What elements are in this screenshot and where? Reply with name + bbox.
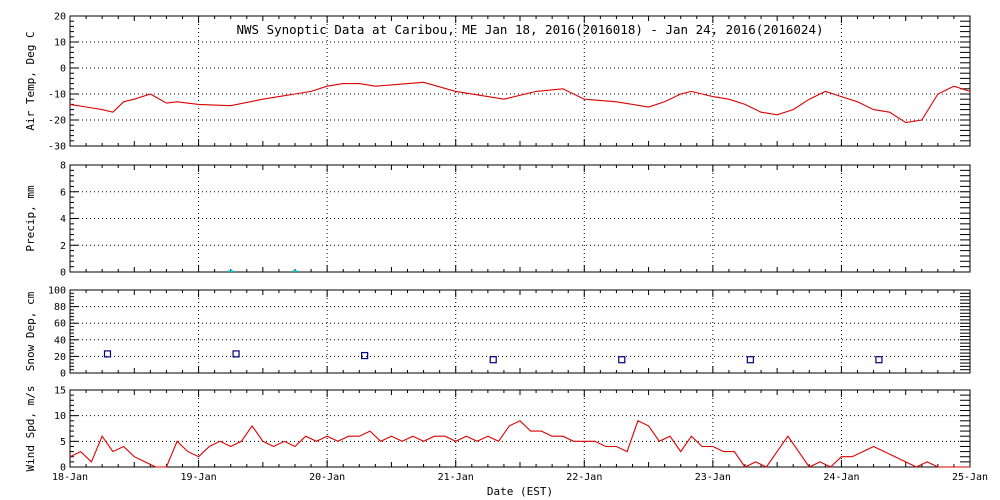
y-tick-label: 2 — [60, 241, 66, 252]
x-tick-label: 24-Jan — [823, 472, 859, 483]
snow-depth-point — [489, 356, 497, 364]
y-tick-label: 0 — [60, 463, 66, 474]
y-axis-title: Precip, mm — [24, 185, 37, 252]
snow-depth-point — [875, 356, 883, 364]
panel-frame — [69, 289, 971, 374]
precip-bar — [227, 270, 234, 272]
y-tick-label: 10 — [54, 38, 66, 49]
y-tick-label: 4 — [60, 214, 66, 225]
x-tick-label: 19-Jan — [181, 472, 217, 483]
x-tick-label: 23-Jan — [695, 472, 731, 483]
y-tick-label: -10 — [48, 90, 66, 101]
x-tick-label: 18-Jan — [52, 472, 88, 483]
panel-snow: 100 80 60 40 20 0 Snow Dep, cm — [24, 286, 971, 380]
y-tick-label: 15 — [54, 386, 66, 397]
y-tick-label: 0 — [60, 369, 66, 380]
y-axis-title: Snow Dep, cm — [24, 291, 37, 371]
y-tick-label: 0 — [60, 64, 66, 75]
x-tick-label: 25-Jan — [952, 472, 988, 483]
y-tick-label: 10 — [54, 411, 66, 422]
y-tick-label: 80 — [54, 302, 66, 313]
y-tick-label: 60 — [54, 319, 66, 330]
panel-wind: 15 10 5 0 Wind Spd, m/s — [24, 385, 971, 474]
x-axis-title: Date (EST) — [487, 485, 553, 498]
x-tick-label: 22-Jan — [566, 472, 602, 483]
y-tick-label: 8 — [60, 161, 66, 172]
x-tick-label: 20-Jan — [309, 472, 345, 483]
y-tick-label: 40 — [54, 335, 66, 346]
panel-frame — [69, 389, 971, 468]
y-tick-label: 100 — [48, 286, 66, 297]
y-tick-label: -30 — [48, 142, 66, 153]
x-tick-label: 21-Jan — [438, 472, 474, 483]
wind-speed-line — [69, 420, 970, 468]
snow-depth-point — [746, 356, 754, 364]
y-tick-label: 20 — [54, 352, 66, 363]
precip-bar — [292, 270, 298, 272]
snow-depth-point — [618, 356, 626, 364]
y-tick-label: 5 — [60, 437, 66, 448]
snow-depth-point — [361, 351, 369, 360]
y-tick-label: 6 — [60, 187, 66, 198]
y-tick-label: 0 — [60, 268, 66, 279]
panel-temp: 20 10 0 -10 -20 -30 Air Temp, Deg C — [24, 12, 971, 153]
snow-depth-point — [232, 350, 240, 358]
panel-precip: 8 6 4 2 0 Precip, mm — [24, 161, 971, 279]
y-tick-label: -20 — [48, 116, 66, 127]
snow-depth-point — [103, 350, 112, 358]
y-axis-title: Air Temp, Deg C — [24, 31, 37, 130]
chart-title: NWS Synoptic Data at Caribou, ME Jan 18,… — [237, 22, 824, 37]
y-tick-label: 20 — [54, 12, 66, 23]
y-axis-title: Wind Spd, m/s — [24, 385, 37, 471]
air-temp-line — [69, 81, 971, 124]
